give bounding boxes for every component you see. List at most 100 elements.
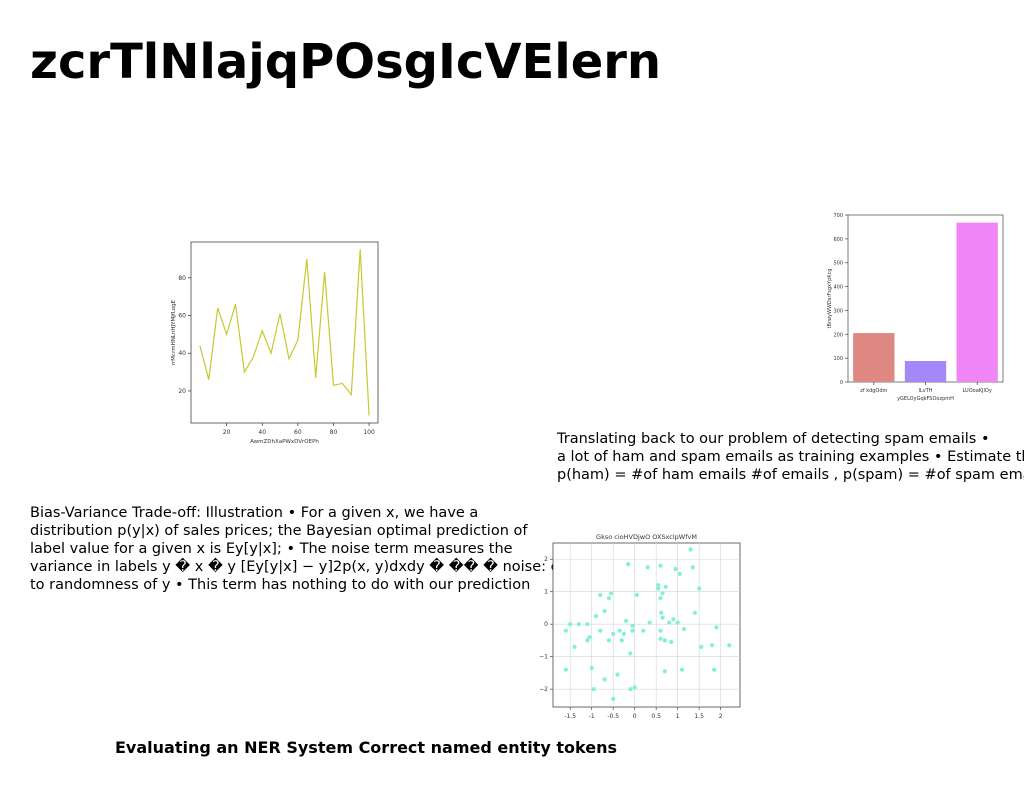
scatter-point bbox=[630, 628, 635, 633]
scatter-point bbox=[641, 628, 646, 633]
x-tick-label: 1 bbox=[676, 713, 680, 720]
slide-title: zcrTlNlajqPOsgIcVElern bbox=[30, 34, 662, 90]
scatter-point bbox=[593, 614, 599, 619]
y-tick-label: 100 bbox=[833, 356, 843, 362]
y-tick-label: −1 bbox=[539, 654, 548, 661]
bar bbox=[853, 333, 895, 382]
scatter-point bbox=[611, 696, 616, 701]
paragraph-line: Bias-Variance Trade-off: Illustration • … bbox=[30, 505, 479, 521]
x-axis-label: yGELOyGqkFSOozpmH bbox=[897, 396, 954, 402]
scatter-point bbox=[611, 631, 616, 636]
slide-footer: Evaluating an NER System Correct named e… bbox=[115, 738, 618, 757]
y-tick-label: 400 bbox=[833, 285, 843, 291]
scatter-point bbox=[602, 677, 607, 682]
scatter-point bbox=[697, 586, 702, 591]
scatter-point bbox=[630, 623, 635, 628]
paragraph-line: to randomness of y • This term has nothi… bbox=[30, 577, 531, 593]
scatter-point bbox=[663, 584, 668, 589]
x-tick-label: 1.5 bbox=[694, 713, 704, 720]
scatter-point bbox=[714, 625, 719, 630]
x-tick-label: 2 bbox=[719, 713, 723, 720]
scatter-point bbox=[692, 610, 697, 615]
scatter-point bbox=[632, 685, 637, 690]
scatter-point bbox=[602, 609, 607, 614]
scatter-point bbox=[598, 628, 603, 633]
scatter-point bbox=[626, 562, 631, 567]
scatter-point bbox=[628, 651, 633, 656]
x-tick-label: 100 bbox=[363, 429, 375, 436]
scatter-point bbox=[658, 636, 663, 641]
scatter-point bbox=[662, 638, 667, 643]
scatter-point bbox=[669, 639, 674, 645]
scatter-point bbox=[667, 620, 672, 625]
plot-frame bbox=[552, 542, 741, 708]
scatter-point bbox=[634, 592, 639, 598]
scatter-point bbox=[617, 628, 622, 633]
scatter-point bbox=[658, 628, 663, 633]
scatter-point bbox=[662, 669, 667, 674]
plot-frame bbox=[190, 241, 379, 424]
x-tick-label: ILvTH bbox=[918, 388, 932, 394]
x-tick-label: 0 bbox=[633, 713, 637, 720]
x-tick-label: -0.5 bbox=[607, 713, 619, 720]
paragraph-bias-variance: Bias-Variance Trade-off: Illustration • … bbox=[30, 504, 586, 594]
scatter-point bbox=[568, 622, 573, 627]
y-tick-label: −2 bbox=[539, 686, 548, 693]
x-tick-label: -1.5 bbox=[564, 713, 576, 720]
y-axis-label: rrMcrmHNLnHJYMJfLogE bbox=[171, 299, 177, 365]
scatter-point bbox=[656, 586, 661, 591]
scatter-point bbox=[606, 638, 611, 643]
paragraph-line: Translating back to our problem of detec… bbox=[557, 431, 990, 447]
y-tick-label: 20 bbox=[178, 388, 186, 395]
x-tick-label: 40 bbox=[258, 429, 266, 436]
bar bbox=[956, 222, 998, 382]
y-tick-label: 60 bbox=[178, 313, 186, 320]
scatter-point bbox=[660, 591, 665, 596]
scatter-point bbox=[682, 627, 687, 632]
series-line bbox=[199, 249, 370, 416]
scatter-point bbox=[673, 566, 678, 572]
scatter-point bbox=[710, 643, 715, 648]
scatter-point bbox=[671, 617, 676, 622]
scatter-point bbox=[690, 565, 695, 570]
y-tick-label: 200 bbox=[833, 332, 843, 338]
paragraph-line: p(ham) = #of ham emails #of emails , p(s… bbox=[557, 467, 1024, 483]
scatter-point bbox=[589, 665, 594, 671]
scatter-point bbox=[656, 583, 661, 588]
scatter-point bbox=[615, 672, 620, 677]
scatter-point bbox=[619, 638, 624, 643]
paragraph-line: label value for a given x is Ey[y|x]; • … bbox=[30, 541, 513, 557]
scatter-point bbox=[727, 643, 732, 648]
scatter-chart: -1.5 -1 -0.5 0 0.5 1 1.5 2 −2 −1 0 1 2 Gkso cioHVDjwO… bbox=[539, 533, 741, 720]
scatter-point bbox=[576, 622, 581, 627]
scatter-point bbox=[563, 628, 568, 633]
scatter-point bbox=[679, 667, 685, 672]
scatter-point bbox=[677, 571, 682, 576]
y-tick-label: 0 bbox=[544, 621, 548, 628]
x-tick-label: -1 bbox=[589, 713, 595, 720]
scatter-point bbox=[563, 667, 568, 672]
x-tick-label: 80 bbox=[330, 429, 338, 436]
x-tick-label: LUOoaKJlOy bbox=[963, 388, 992, 394]
x-tick-label: 0.5 bbox=[651, 713, 661, 720]
y-tick-label: 700 bbox=[833, 213, 843, 219]
scatter-point bbox=[658, 596, 663, 601]
y-axis-label: tBrwyWWDsrFsgxYpKcg bbox=[827, 269, 833, 329]
y-tick-label: 2 bbox=[544, 556, 548, 563]
scatter-point bbox=[621, 631, 626, 636]
scatter-point bbox=[587, 635, 592, 640]
y-tick-label: 80 bbox=[178, 275, 186, 282]
x-axis-label: AwmZDhXaPWxDVrOEPh bbox=[250, 439, 319, 445]
scatter-point bbox=[608, 591, 614, 596]
scatter-point bbox=[660, 615, 665, 620]
bar bbox=[904, 361, 947, 382]
y-tick-label: 300 bbox=[833, 308, 843, 314]
scatter-point bbox=[598, 592, 603, 598]
paragraph-line: variance in labels y � x � y [Ey[y|x] − … bbox=[30, 559, 586, 575]
scatter-point bbox=[688, 547, 693, 552]
scatter-point bbox=[699, 644, 704, 649]
scatter-point bbox=[572, 644, 577, 649]
scatter-point bbox=[585, 622, 590, 627]
scatter-point bbox=[606, 596, 611, 601]
scatter-point bbox=[659, 610, 664, 615]
